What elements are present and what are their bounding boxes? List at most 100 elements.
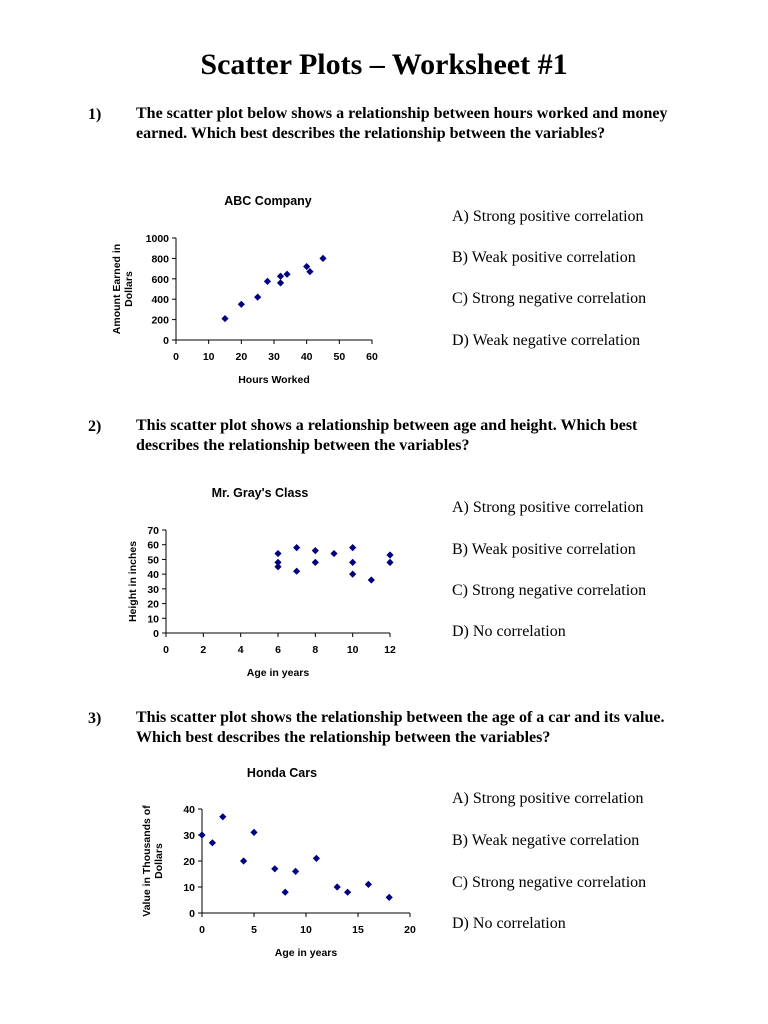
data-point (386, 551, 394, 559)
data-point (240, 857, 248, 865)
data-point (303, 262, 311, 271)
y-tick-label: 50 (147, 554, 159, 566)
x-tick-label: 15 (352, 924, 364, 936)
question-2-option-a[interactable]: A) Strong positive correlation (452, 499, 644, 516)
y-tick-label: 30 (183, 830, 195, 842)
y-tick-label: 200 (151, 315, 169, 327)
question-3-number: 3) (88, 710, 102, 727)
chart-honda-cars: Honda Cars 0 10 20 30 40 0 5 10 15 20 Age in years V… (141, 766, 416, 959)
data-point (221, 314, 229, 323)
x-tick-label: 40 (301, 351, 313, 363)
y-axis-label: Dollars (123, 271, 135, 307)
question-2-option-b[interactable]: B) Weak positive correlation (452, 541, 636, 558)
x-tick-label: 6 (275, 644, 281, 656)
data-point (293, 567, 301, 575)
data-point (276, 279, 285, 287)
y-axis-label: Value in Thousands of (141, 805, 153, 917)
x-tick-label: 2 (200, 644, 206, 656)
data-point (274, 549, 282, 558)
x-axis-label: Hours Worked (238, 374, 310, 386)
y-tick-label: 1000 (146, 233, 170, 245)
chart-mr-grays-class: Mr. Gray's Class 0 10 20 30 40 50 60 70 0 2 4 6 8 10 12… (127, 486, 396, 679)
data-point (254, 293, 262, 301)
y-axis-label: Amount Earned in (111, 244, 123, 334)
question-3-option-c[interactable]: C) Strong negative correlation (452, 874, 647, 891)
data-point (283, 270, 291, 278)
data-point (344, 888, 352, 896)
data-point (274, 558, 282, 566)
x-tick-label: 60 (366, 351, 378, 363)
data-point (385, 893, 393, 901)
y-tick-label: 0 (163, 335, 169, 347)
question-2-number: 2) (88, 418, 102, 435)
x-tick-label: 0 (163, 644, 169, 656)
x-tick-label: 10 (203, 351, 215, 363)
chart-abc-company: ABC Company 0 200 400 600 800 1000 0 10 20 30 40 50 6… (111, 194, 378, 386)
data-point (349, 558, 357, 566)
data-point (237, 300, 245, 308)
data-point (250, 828, 258, 836)
data-point (271, 865, 279, 873)
question-1-option-b[interactable]: B) Weak positive correlation (452, 249, 636, 266)
question-1-option-a[interactable]: A) Strong positive correlation (452, 208, 644, 225)
question-3-text: This scatter plot shows the relationship… (136, 709, 665, 746)
question-1-option-d[interactable]: D) Weak negative correlation (452, 332, 641, 349)
y-tick-label: 60 (147, 540, 159, 552)
question-2-option-c[interactable]: C) Strong negative correlation (452, 582, 647, 599)
data-point (274, 563, 282, 571)
y-tick-label: 20 (183, 856, 195, 868)
data-point (276, 272, 285, 280)
data-point (367, 576, 375, 584)
data-point (219, 813, 227, 821)
question-3-option-d[interactable]: D) No correlation (452, 915, 566, 932)
x-tick-label: 12 (384, 644, 396, 656)
data-point (330, 549, 338, 558)
y-axis-label: Height in inches (127, 541, 139, 622)
y-axis-label: Dollars (153, 843, 165, 879)
chart-title: ABC Company (224, 194, 312, 208)
x-axis-label: Age in years (275, 947, 338, 959)
data-point (349, 544, 357, 552)
x-tick-label: 0 (199, 924, 205, 936)
question-2-option-d[interactable]: D) No correlation (452, 623, 566, 640)
y-tick-label: 70 (147, 525, 159, 537)
y-tick-label: 600 (151, 274, 169, 286)
question-3-option-a[interactable]: A) Strong positive correlation (452, 790, 644, 807)
y-tick-label: 40 (147, 569, 159, 581)
question-3-option-b[interactable]: B) Weak negative correlation (452, 832, 640, 849)
data-point (311, 558, 319, 566)
question-1-option-c[interactable]: C) Strong negative correlation (452, 290, 647, 307)
x-tick-label: 20 (235, 351, 247, 363)
x-tick-label: 5 (251, 924, 257, 936)
x-tick-label: 10 (300, 924, 312, 936)
x-axis-label: Age in years (247, 667, 310, 679)
data-point (312, 854, 320, 862)
data-point (292, 867, 300, 875)
y-tick-label: 0 (153, 628, 159, 640)
y-tick-label: 30 (147, 584, 159, 596)
data-point (349, 570, 357, 578)
y-tick-label: 40 (183, 804, 195, 816)
data-point (281, 888, 289, 896)
y-tick-label: 800 (151, 253, 169, 265)
x-tick-label: 8 (312, 644, 318, 656)
data-point (364, 880, 372, 888)
data-point (198, 831, 206, 839)
data-point (263, 277, 272, 285)
y-tick-label: 10 (147, 613, 159, 625)
x-tick-label: 50 (333, 351, 345, 363)
x-tick-label: 20 (404, 924, 416, 936)
question-2-text: This scatter plot shows a relationship b… (136, 417, 638, 454)
chart-title: Mr. Gray's Class (212, 486, 309, 500)
data-point (208, 839, 216, 847)
x-tick-label: 0 (173, 351, 179, 363)
y-tick-label: 0 (189, 908, 195, 920)
data-point (293, 544, 301, 552)
x-tick-label: 30 (268, 351, 280, 363)
x-tick-label: 10 (347, 644, 359, 656)
question-1-number: 1) (88, 106, 102, 123)
data-point (311, 547, 319, 555)
data-point (386, 558, 394, 566)
y-tick-label: 10 (183, 882, 195, 894)
worksheet-title: Scatter Plots – Worksheet #1 (200, 48, 568, 81)
